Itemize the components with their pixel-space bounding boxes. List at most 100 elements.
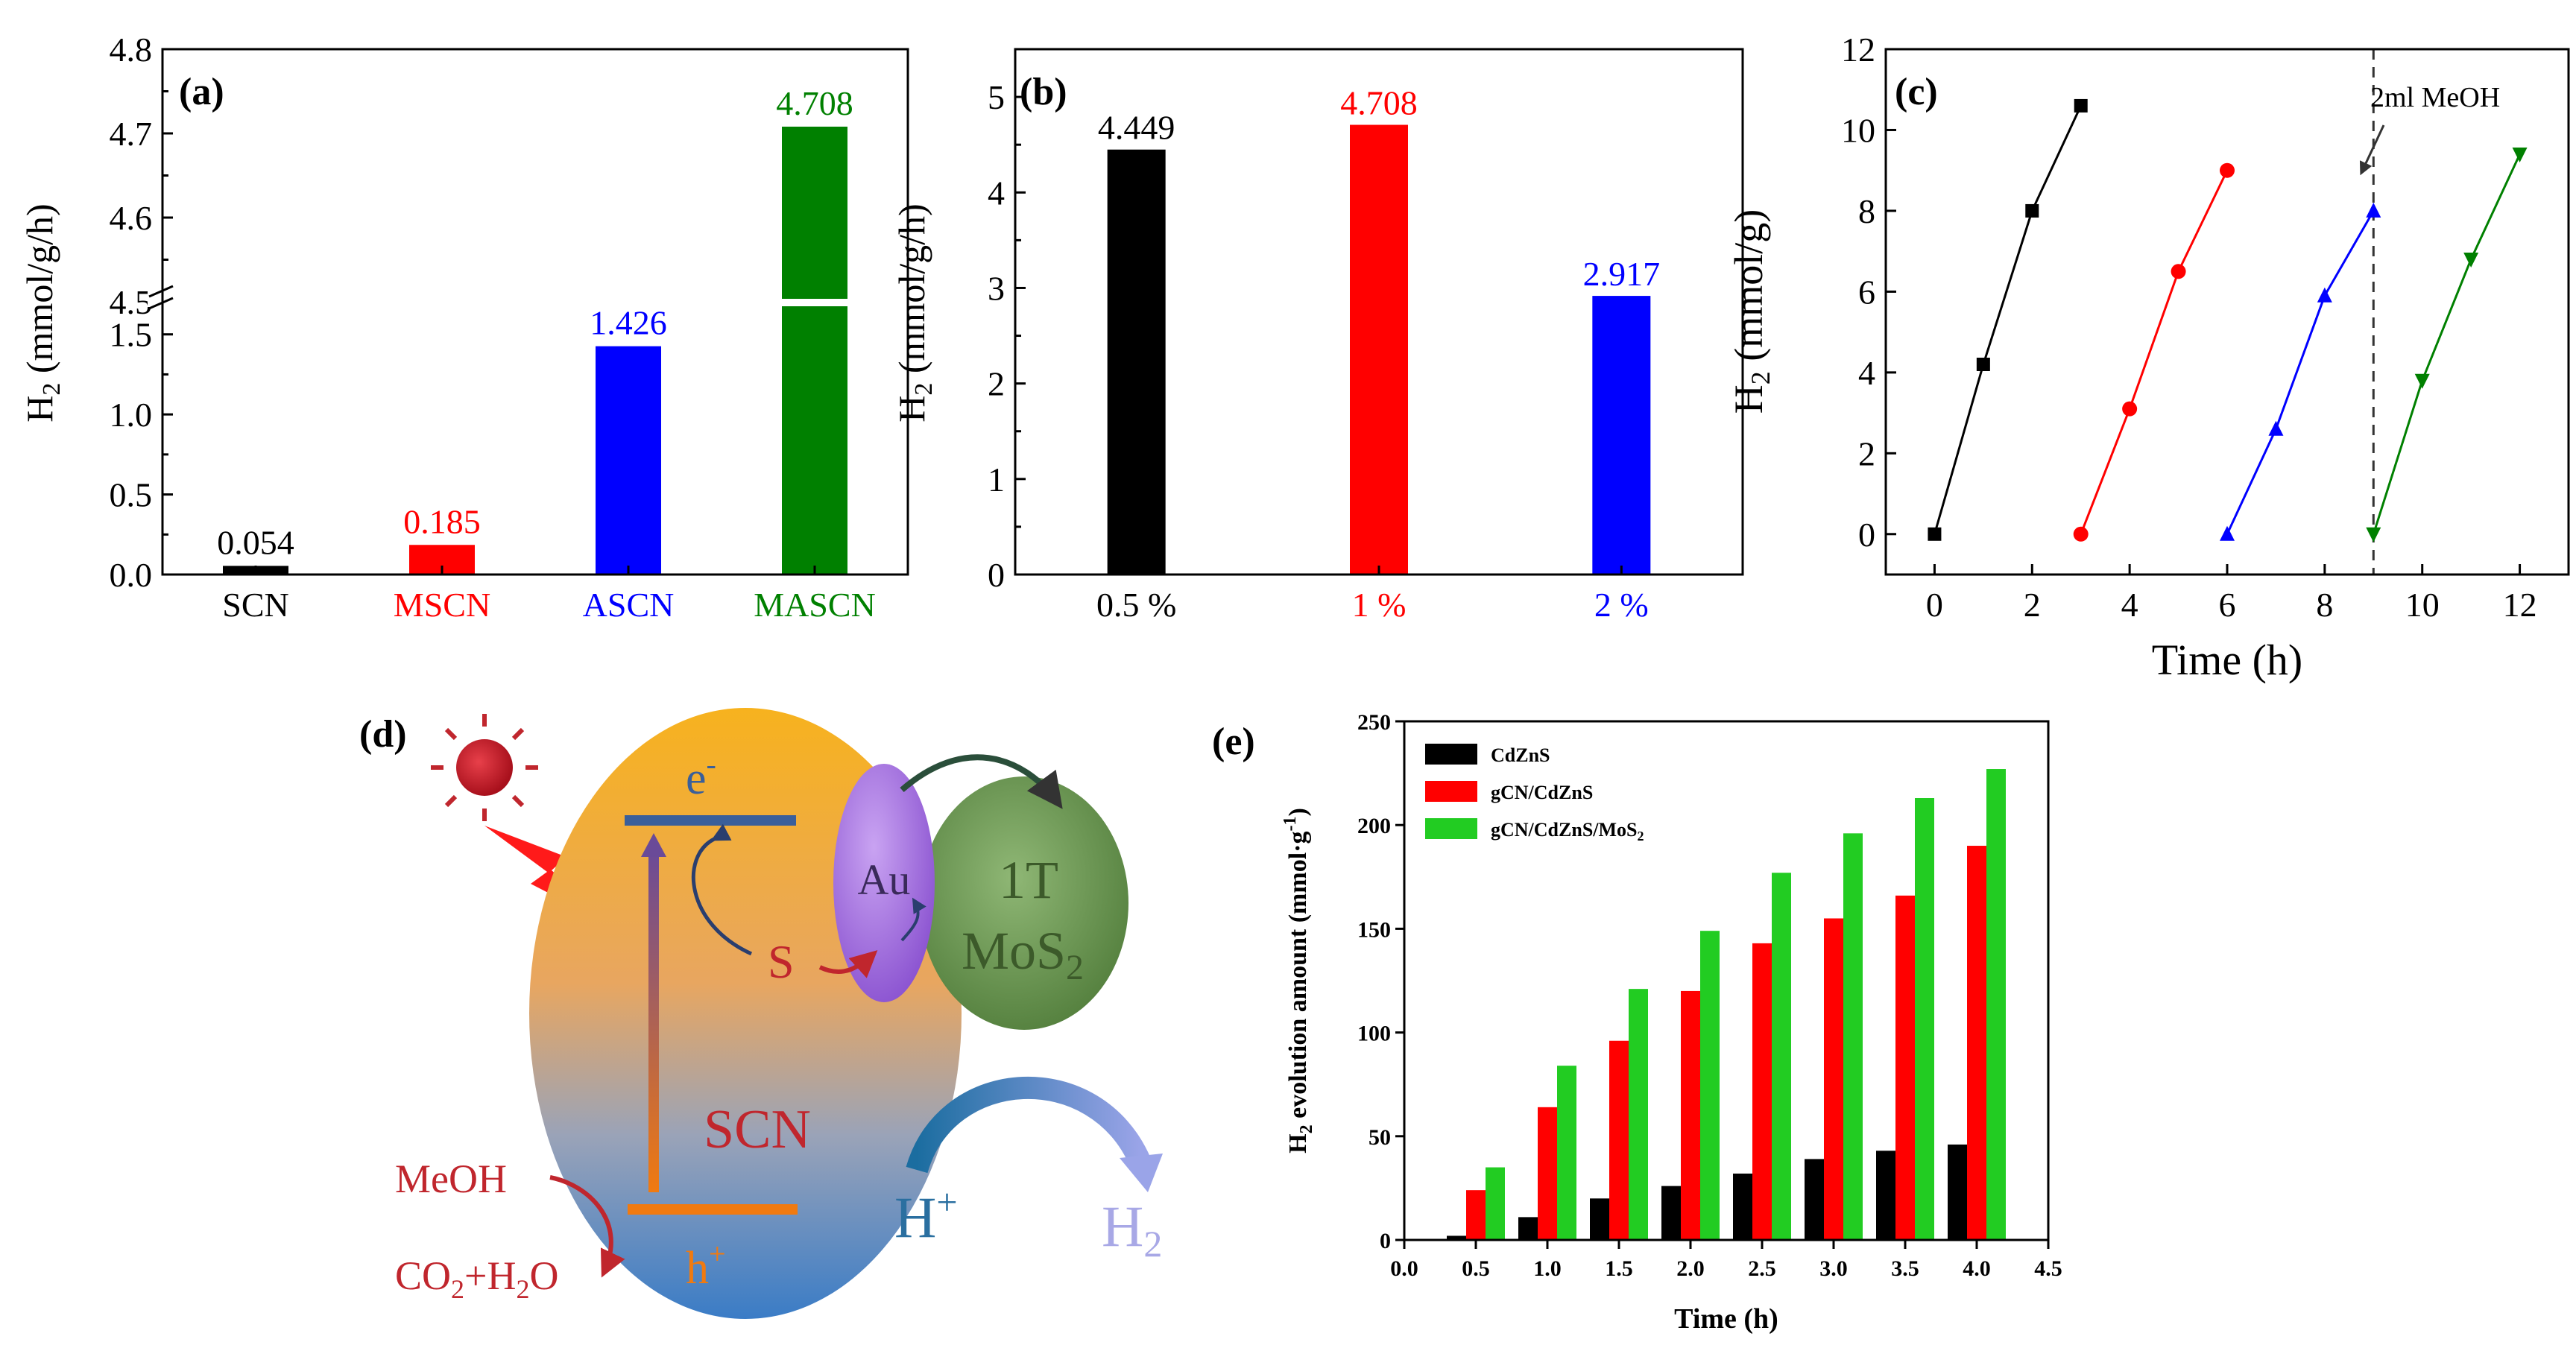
panel-e-bar: [1843, 833, 1863, 1240]
panel-c-point: [2122, 401, 2138, 417]
panel-e-bar: [1700, 931, 1720, 1240]
panel-e-bar: [1752, 943, 1772, 1240]
panel-e-bar: [1876, 1151, 1895, 1240]
panel-c-series-line: [2372, 154, 2521, 535]
panel-e-ytick-label: 200: [1357, 814, 1391, 838]
panel-e-bar: [1557, 1066, 1576, 1240]
panel-e-bar: [1895, 895, 1915, 1240]
panel-e-bar: [1661, 1186, 1681, 1240]
panel-b-ytick-label: 5: [988, 78, 1005, 116]
panel-a-ytick-label: 1.0: [110, 396, 153, 434]
panel-a-ytick-label: 4.8: [110, 31, 153, 69]
panel-b-ticks: 0 1 2 3 4 5: [988, 78, 1623, 594]
scn-label: SCN: [704, 1099, 811, 1160]
panel-a-frame: [161, 48, 909, 576]
panel-c-annotation: 2ml MeOH: [2370, 82, 2500, 113]
panel-e-frame: [1403, 720, 2050, 1241]
panel-e-legend-label: gCN/CdZnS: [1491, 782, 1593, 803]
panel-c-point: [2074, 98, 2088, 113]
panel-e-legend-swatch: [1425, 818, 1477, 839]
panel-c-series-line: [2226, 210, 2375, 535]
au-particle: [833, 764, 935, 1002]
panel-b-value-label: 4.708: [1340, 84, 1418, 122]
panel-c-point: [2268, 420, 2284, 436]
panel-a-value-label: 0.185: [403, 502, 481, 540]
panel-e-bar: [1609, 1040, 1629, 1240]
panel-e-ticks: 0.0 0.5 1.0 1.5 2.0 2.5 3.0 3.5 4.0 4.5 0 50 100 150 2…: [1357, 710, 2062, 1281]
panel-b-letter: (b): [1020, 71, 1067, 113]
panel-b-value-label: 2.917: [1583, 255, 1661, 293]
excitation-arrow-head: [641, 833, 666, 857]
panel-e-xtick-label: 0.0: [1390, 1256, 1418, 1281]
panel-e-legend-swatch: [1425, 744, 1477, 765]
panel-b-category-label: 1 %: [1352, 586, 1407, 624]
panel-a-value-label: 1.426: [590, 304, 667, 342]
panel-e-bar: [1466, 1190, 1486, 1240]
panel-c-ytick-label: 6: [1858, 273, 1875, 311]
panel-e-bar: [1772, 873, 1791, 1240]
excitation-arrow: [648, 849, 659, 1192]
h2-label: H2: [1102, 1194, 1162, 1265]
panel-c-xtick-label: 6: [2219, 586, 2236, 624]
panel-c-point: [2512, 148, 2528, 162]
panel-e-legend: CdZnS gCN/CdZnS gCN/CdZnS/MoS2: [1425, 744, 1644, 844]
panel-c-point: [2317, 287, 2332, 303]
panel-a-ytick-label: 4.5: [110, 283, 153, 321]
panel-b-ytick-label: 1: [988, 461, 1005, 499]
panel-c-point: [2171, 264, 2186, 279]
electron-label: e-: [686, 747, 716, 804]
panel-c-point: [2220, 162, 2235, 178]
mos2-label-1t: 1T: [999, 850, 1058, 910]
panel-c-ytick-label: 0: [1858, 516, 1875, 554]
panel-a-bar-mascn: [782, 126, 847, 575]
sun-icon: [431, 714, 538, 821]
panel-b-ytick-label: 2: [988, 365, 1005, 403]
panel-a-axis-break-mark: [148, 297, 174, 310]
panel-a-category-label: SCN: [222, 586, 288, 624]
panel-a-category-label: MASCN: [754, 586, 876, 624]
panel-e-bar: [1629, 989, 1648, 1240]
panel-e-xtick-label: 3.5: [1891, 1256, 1919, 1281]
panel-b-category-label: 2 %: [1594, 586, 1649, 624]
mos2-particle: [920, 776, 1128, 1030]
meoh-label: MeOH: [395, 1156, 507, 1201]
panel-a-value-label: 4.708: [776, 84, 853, 122]
panel-a-value-label: 0.054: [217, 523, 294, 561]
panel-c-ytick-label: 10: [1841, 111, 1875, 149]
panel-b-category-label: 0.5 %: [1096, 586, 1176, 624]
panel-e-ytick-label: 0: [1380, 1229, 1391, 1253]
panel-c-series-line: [2080, 170, 2229, 535]
panel-c-xtick-label: 8: [2316, 586, 2333, 624]
panel-c-point: [2366, 527, 2381, 542]
panel-e-bar: [1447, 1235, 1466, 1240]
panel-c-xtick-label: 12: [2503, 586, 2537, 624]
panel-a-bar-ascn: [596, 346, 661, 575]
panel-e-ytick-label: 250: [1357, 710, 1391, 735]
panel-a-axis-break-mark: [148, 285, 174, 298]
au-to-mos2-arrow: [900, 754, 1063, 809]
panel-a-letter: (a): [179, 71, 224, 113]
mos2-label: MoS2: [962, 921, 1084, 987]
hydrogen-evolution-arrow: [906, 1076, 1151, 1174]
panel-b-ytick-label: 3: [988, 269, 1005, 307]
panel-e-ytick-label: 50: [1368, 1125, 1391, 1150]
panel-b-category-labels: 0.5 % 1 % 2 %: [1096, 586, 1649, 624]
panel-e-bar: [1733, 1173, 1752, 1240]
panel-b-ytick-label: 0: [988, 556, 1005, 594]
panel-a-ticks: 0.0 0.5 1.0 1.54.5 4.6 4.7 4.8: [110, 31, 816, 594]
panel-c-ytick-label: 8: [1858, 192, 1875, 230]
panel-c-series-line: [1933, 105, 2083, 535]
panel-b-value-labels: 4.449 4.708 2.917: [1098, 84, 1660, 294]
s-label: S: [768, 935, 795, 988]
panel-e-ytick-label: 100: [1357, 1022, 1391, 1046]
panel-c-ticks: 0 2 4 6 8 10 12 0 2 4 6 8 10 12: [1841, 31, 2537, 624]
au-label: Au: [858, 855, 911, 904]
panel-e-xtick-label: 3.0: [1819, 1256, 1848, 1281]
panel-e-bars: [1447, 769, 2006, 1240]
panel-c-annotation-arrow: [2359, 124, 2385, 176]
panel-a-bars: [223, 126, 847, 575]
panel-e-xtick-label: 4.0: [1963, 1256, 1991, 1281]
panel-e-bar: [1986, 769, 2006, 1240]
panel-e-legend-swatch: [1425, 781, 1477, 802]
